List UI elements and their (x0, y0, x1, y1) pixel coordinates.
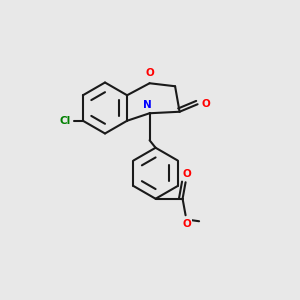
Text: O: O (145, 68, 154, 78)
Text: N: N (143, 100, 152, 110)
Text: O: O (183, 169, 191, 178)
Text: O: O (183, 219, 191, 229)
Text: O: O (201, 99, 210, 109)
Text: Cl: Cl (60, 116, 71, 126)
